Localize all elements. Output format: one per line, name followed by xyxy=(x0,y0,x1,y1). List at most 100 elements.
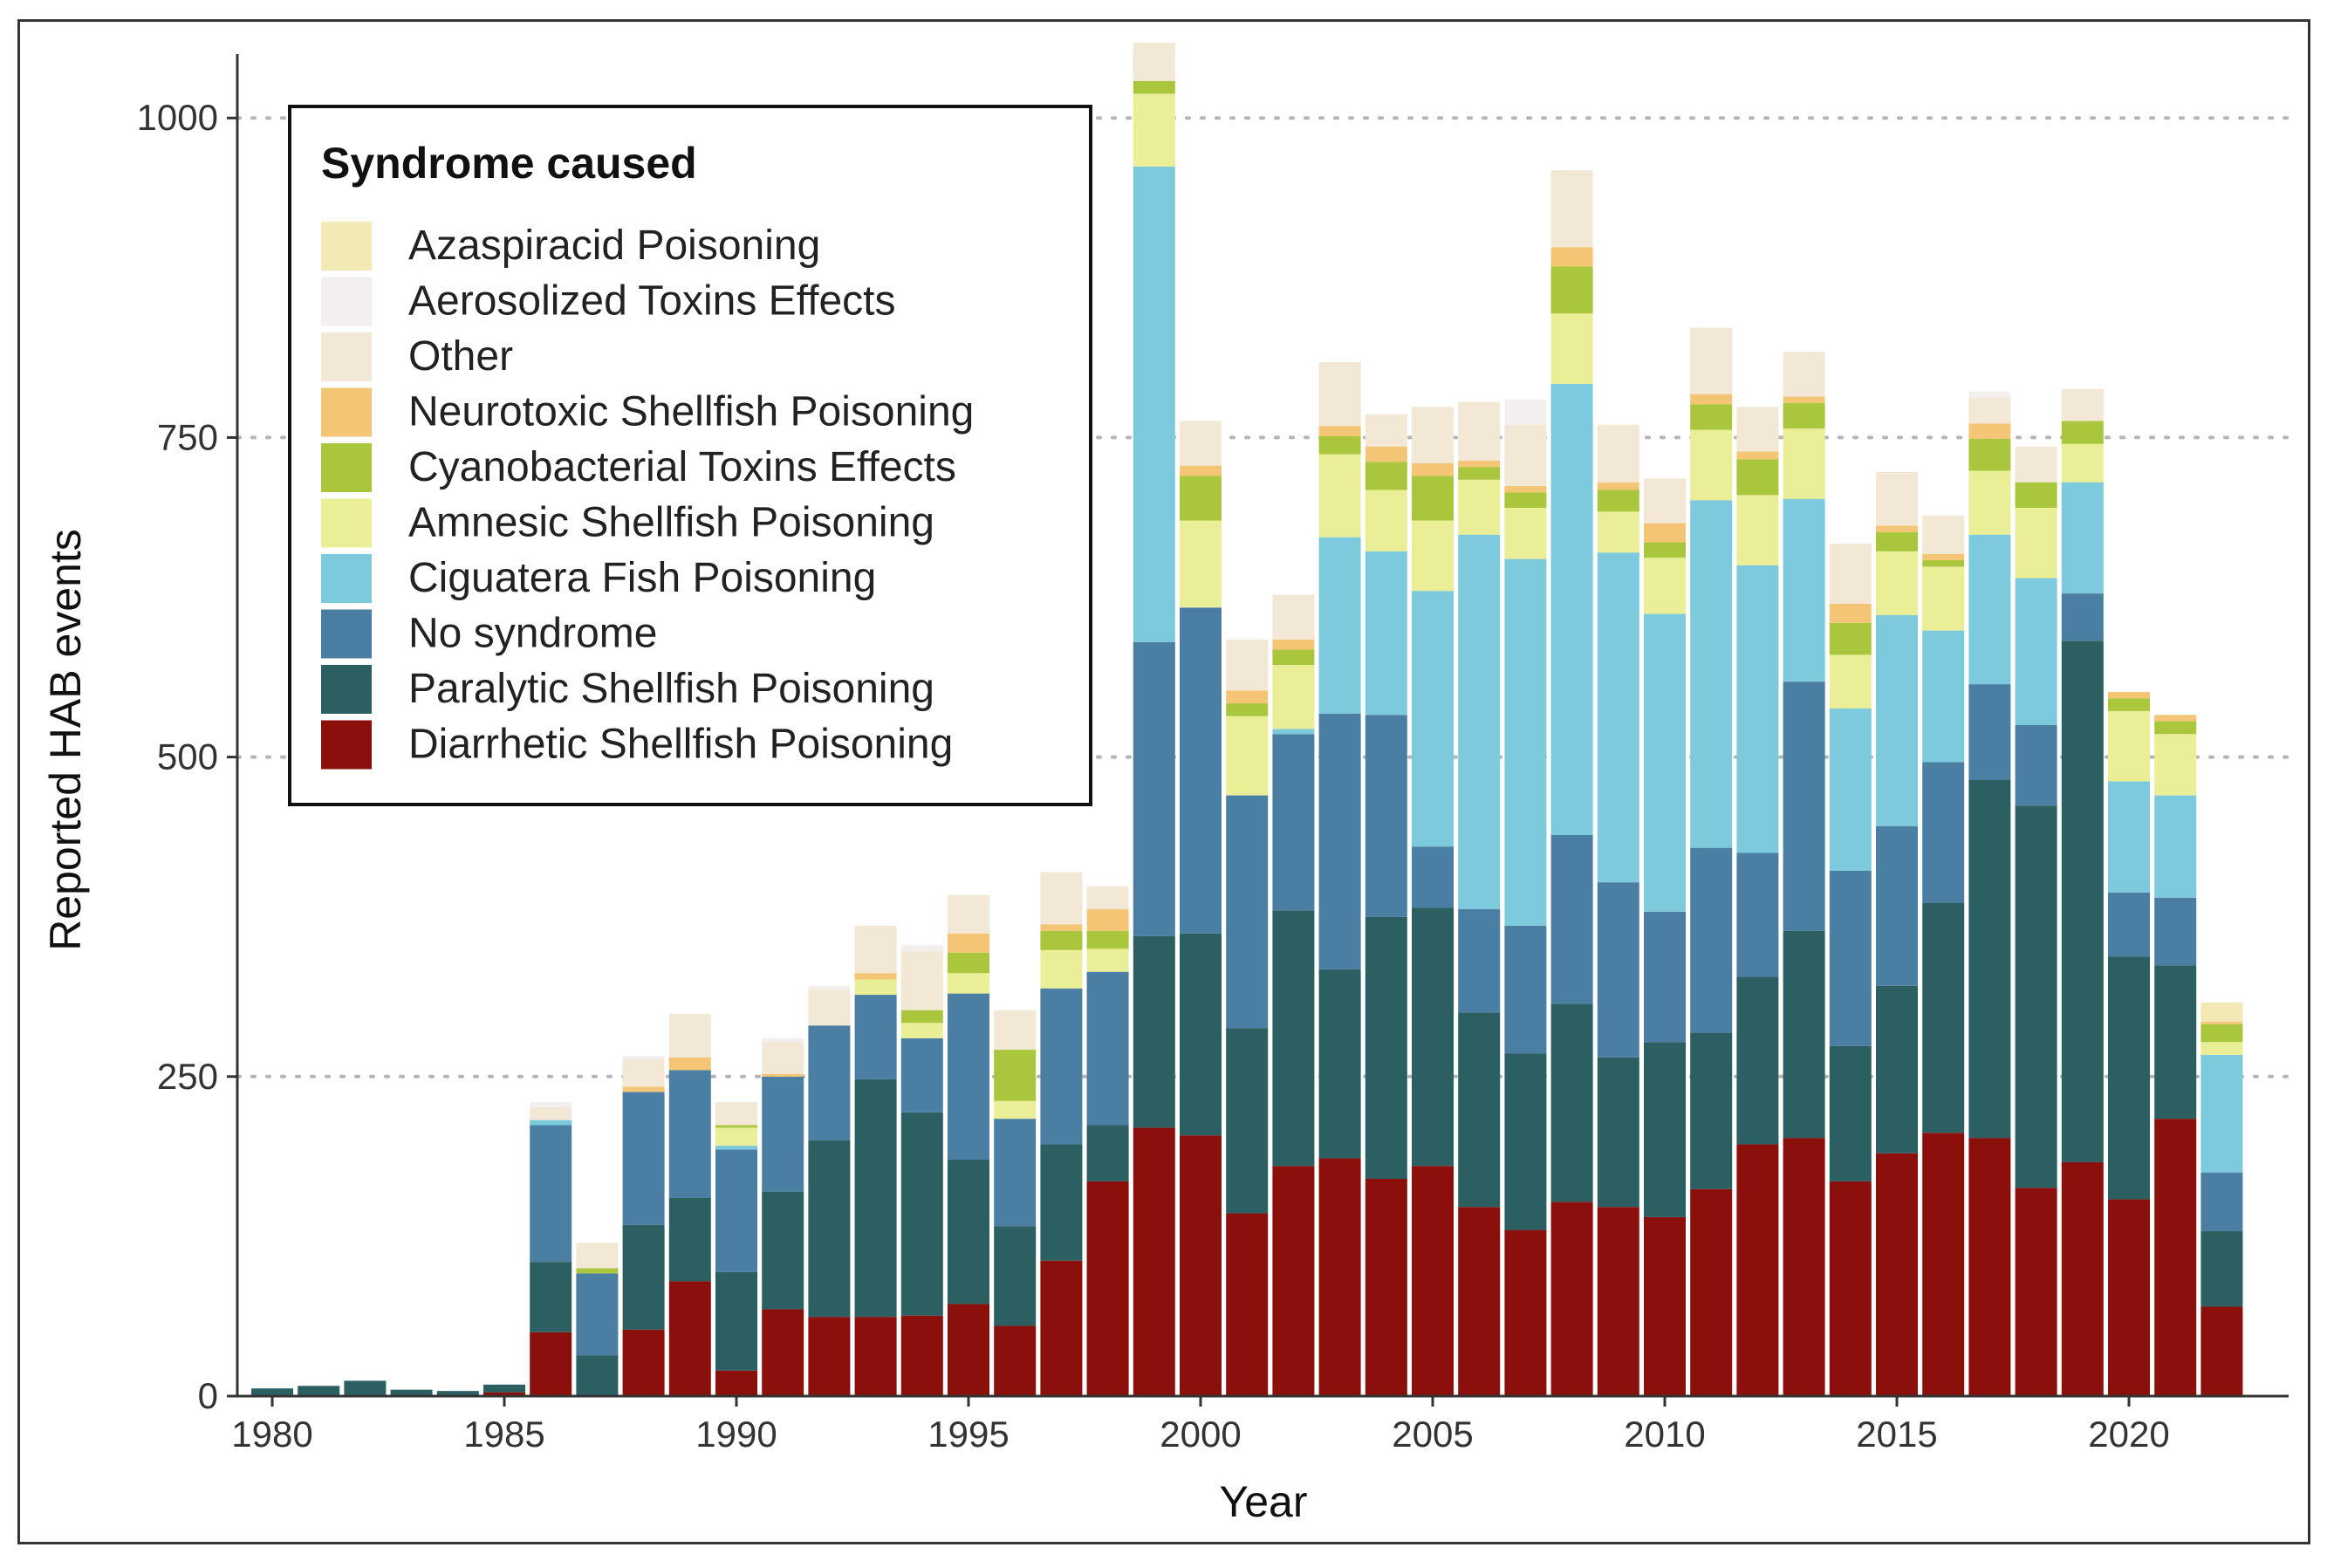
bar-2016-other xyxy=(1922,515,1965,554)
bar-2022-paralytic-shellfish-poisoning xyxy=(2201,1231,2243,1307)
legend-swatch-ciguatera-fish-poisoning xyxy=(321,554,372,603)
legend-label-diarrhetic-shellfish-poisoning: Diarrhetic Shellfish Poisoning xyxy=(408,722,953,768)
bar-2009-paralytic-shellfish-poisoning xyxy=(1597,1057,1639,1208)
bar-2016-ciguatera-fish-poisoning xyxy=(1922,630,1965,763)
bar-1995-cyanobacterial-toxins-effects xyxy=(948,952,989,974)
bar-2001-amnesic-shellfish-poisoning xyxy=(1226,716,1269,796)
y-tick-label-500: 500 xyxy=(157,736,218,777)
bar-1993-neurotoxic-shellfish-poisoning xyxy=(854,973,897,980)
bar-2004-neurotoxic-shellfish-poisoning xyxy=(1365,446,1407,462)
legend-box xyxy=(288,105,1092,806)
bar-1999-cyanobacterial-toxins-effects xyxy=(1133,80,1175,94)
legend-label-aerosolized-toxins-effects: Aerosolized Toxins Effects xyxy=(408,278,896,325)
bar-2003-diarrhetic-shellfish-poisoning xyxy=(1318,1158,1361,1396)
bar-2002-diarrhetic-shellfish-poisoning xyxy=(1272,1166,1315,1396)
bar-1997-no-syndrome xyxy=(1040,988,1083,1145)
bar-1997-other xyxy=(1040,872,1083,925)
bar-2013-no-syndrome xyxy=(1783,681,1825,931)
legend-swatch-amnesic-shellfish-poisoning xyxy=(321,498,372,548)
bar-2008-ciguatera-fish-poisoning xyxy=(1550,383,1593,835)
bar-2010-cyanobacterial-toxins-effects xyxy=(1644,542,1686,558)
bar-2002-no-syndrome xyxy=(1272,734,1315,911)
bar-2000-no-syndrome xyxy=(1180,607,1222,934)
bar-2018-other xyxy=(2015,446,2057,483)
bar-2005-cyanobacterial-toxins-effects xyxy=(1412,476,1454,521)
bar-2009-other xyxy=(1597,424,1639,483)
bar-1993-paralytic-shellfish-poisoning xyxy=(854,1078,897,1318)
bar-1986-diarrhetic-shellfish-poisoning xyxy=(530,1332,572,1396)
bar-2004-amnesic-shellfish-poisoning xyxy=(1365,490,1407,551)
y-axis-title: Reported HAB events xyxy=(41,529,90,951)
legend-label-cyanobacterial-toxins-effects: Cyanobacterial Toxins Effects xyxy=(408,444,956,490)
bar-2009-cyanobacterial-toxins-effects xyxy=(1597,490,1639,512)
bar-1998-amnesic-shellfish-poisoning xyxy=(1086,948,1129,972)
bar-2017-neurotoxic-shellfish-poisoning xyxy=(1968,423,2011,439)
bar-1996-no-syndrome xyxy=(994,1119,1037,1227)
bar-2021-ciguatera-fish-poisoning xyxy=(2154,795,2197,898)
bar-2014-other xyxy=(1829,544,1872,604)
y-tick-label-0: 0 xyxy=(198,1375,218,1416)
bar-1984-paralytic-shellfish-poisoning xyxy=(436,1391,479,1396)
bar-2013-cyanobacterial-toxins-effects xyxy=(1783,402,1825,429)
bar-1991-neurotoxic-shellfish-poisoning xyxy=(762,1073,804,1077)
bar-1988-neurotoxic-shellfish-poisoning xyxy=(622,1086,665,1092)
bar-2005-amnesic-shellfish-poisoning xyxy=(1412,520,1454,592)
bar-2020-neurotoxic-shellfish-poisoning xyxy=(2108,691,2150,699)
bar-2010-diarrhetic-shellfish-poisoning xyxy=(1644,1216,1686,1396)
bar-1989-neurotoxic-shellfish-poisoning xyxy=(668,1057,711,1071)
bar-2010-no-syndrome xyxy=(1644,911,1686,1043)
bar-1999-no-syndrome xyxy=(1133,641,1175,936)
bar-2006-no-syndrome xyxy=(1458,908,1501,1013)
x-tick-label-1990: 1990 xyxy=(695,1414,777,1455)
bar-2004-diarrhetic-shellfish-poisoning xyxy=(1365,1178,1407,1396)
bar-2021-amnesic-shellfish-poisoning xyxy=(2154,734,2197,796)
bar-1998-cyanobacterial-toxins-effects xyxy=(1086,930,1129,949)
bar-2016-neurotoxic-shellfish-poisoning xyxy=(1922,553,1965,561)
bar-2011-no-syndrome xyxy=(1690,847,1733,1034)
bar-2014-amnesic-shellfish-poisoning xyxy=(1829,654,1872,709)
legend: Syndrome caused Azaspiracid Poisoning Aer… xyxy=(288,105,1092,806)
bar-1998-neurotoxic-shellfish-poisoning xyxy=(1086,908,1129,931)
bar-1991-no-syndrome xyxy=(762,1076,804,1192)
bar-1997-cyanobacterial-toxins-effects xyxy=(1040,930,1083,950)
bar-2004-other xyxy=(1365,414,1407,447)
bar-2005-other xyxy=(1412,407,1454,463)
bar-1985-paralytic-shellfish-poisoning xyxy=(483,1384,525,1393)
bar-2003-amnesic-shellfish-poisoning xyxy=(1318,454,1361,538)
bar-2019-no-syndrome xyxy=(2061,593,2104,641)
bar-2016-amnesic-shellfish-poisoning xyxy=(1922,566,1965,631)
bar-2007-aerosolized-toxins-effects xyxy=(1504,399,1547,425)
bar-1987-cyanobacterial-toxins-effects xyxy=(576,1268,619,1274)
bar-1996-diarrhetic-shellfish-poisoning xyxy=(994,1325,1037,1396)
bar-2011-paralytic-shellfish-poisoning xyxy=(1690,1033,1733,1189)
y-tick-label-750: 750 xyxy=(157,416,218,457)
bar-1995-neurotoxic-shellfish-poisoning xyxy=(948,933,989,953)
bar-2013-paralytic-shellfish-poisoning xyxy=(1783,930,1825,1139)
bar-1998-no-syndrome xyxy=(1086,971,1129,1126)
bar-2002-cyanobacterial-toxins-effects xyxy=(1272,649,1315,666)
legend-label-amnesic-shellfish-poisoning: Amnesic Shellfish Poisoning xyxy=(408,500,934,546)
bar-2015-cyanobacterial-toxins-effects xyxy=(1876,531,1918,551)
bar-1994-cyanobacterial-toxins-effects xyxy=(900,1010,943,1024)
bar-2004-no-syndrome xyxy=(1365,715,1407,917)
x-tick-label-1995: 1995 xyxy=(927,1414,1009,1455)
bar-2000-other xyxy=(1180,421,1222,466)
bar-1997-neurotoxic-shellfish-poisoning xyxy=(1040,924,1083,931)
bar-1998-paralytic-shellfish-poisoning xyxy=(1086,1125,1129,1181)
bar-2016-diarrhetic-shellfish-poisoning xyxy=(1922,1133,1965,1396)
bar-2001-other xyxy=(1226,639,1269,691)
bar-2021-no-syndrome xyxy=(2154,897,2197,966)
bar-2003-ciguatera-fish-poisoning xyxy=(1318,537,1361,714)
bar-1999-paralytic-shellfish-poisoning xyxy=(1133,935,1175,1128)
bar-2013-diarrhetic-shellfish-poisoning xyxy=(1783,1138,1825,1396)
bar-1999-diarrhetic-shellfish-poisoning xyxy=(1133,1127,1175,1396)
bar-1998-diarrhetic-shellfish-poisoning xyxy=(1086,1181,1129,1396)
bar-2016-no-syndrome xyxy=(1922,762,1965,903)
bar-1988-aerosolized-toxins-effects xyxy=(622,1056,665,1059)
bar-1990-ciguatera-fish-poisoning xyxy=(715,1145,757,1150)
bar-1987-no-syndrome xyxy=(576,1273,619,1356)
bar-2017-ciguatera-fish-poisoning xyxy=(1968,534,2011,685)
bar-2018-paralytic-shellfish-poisoning xyxy=(2015,805,2057,1188)
bar-2001-paralytic-shellfish-poisoning xyxy=(1226,1028,1269,1214)
bar-2013-ciguatera-fish-poisoning xyxy=(1783,498,1825,682)
